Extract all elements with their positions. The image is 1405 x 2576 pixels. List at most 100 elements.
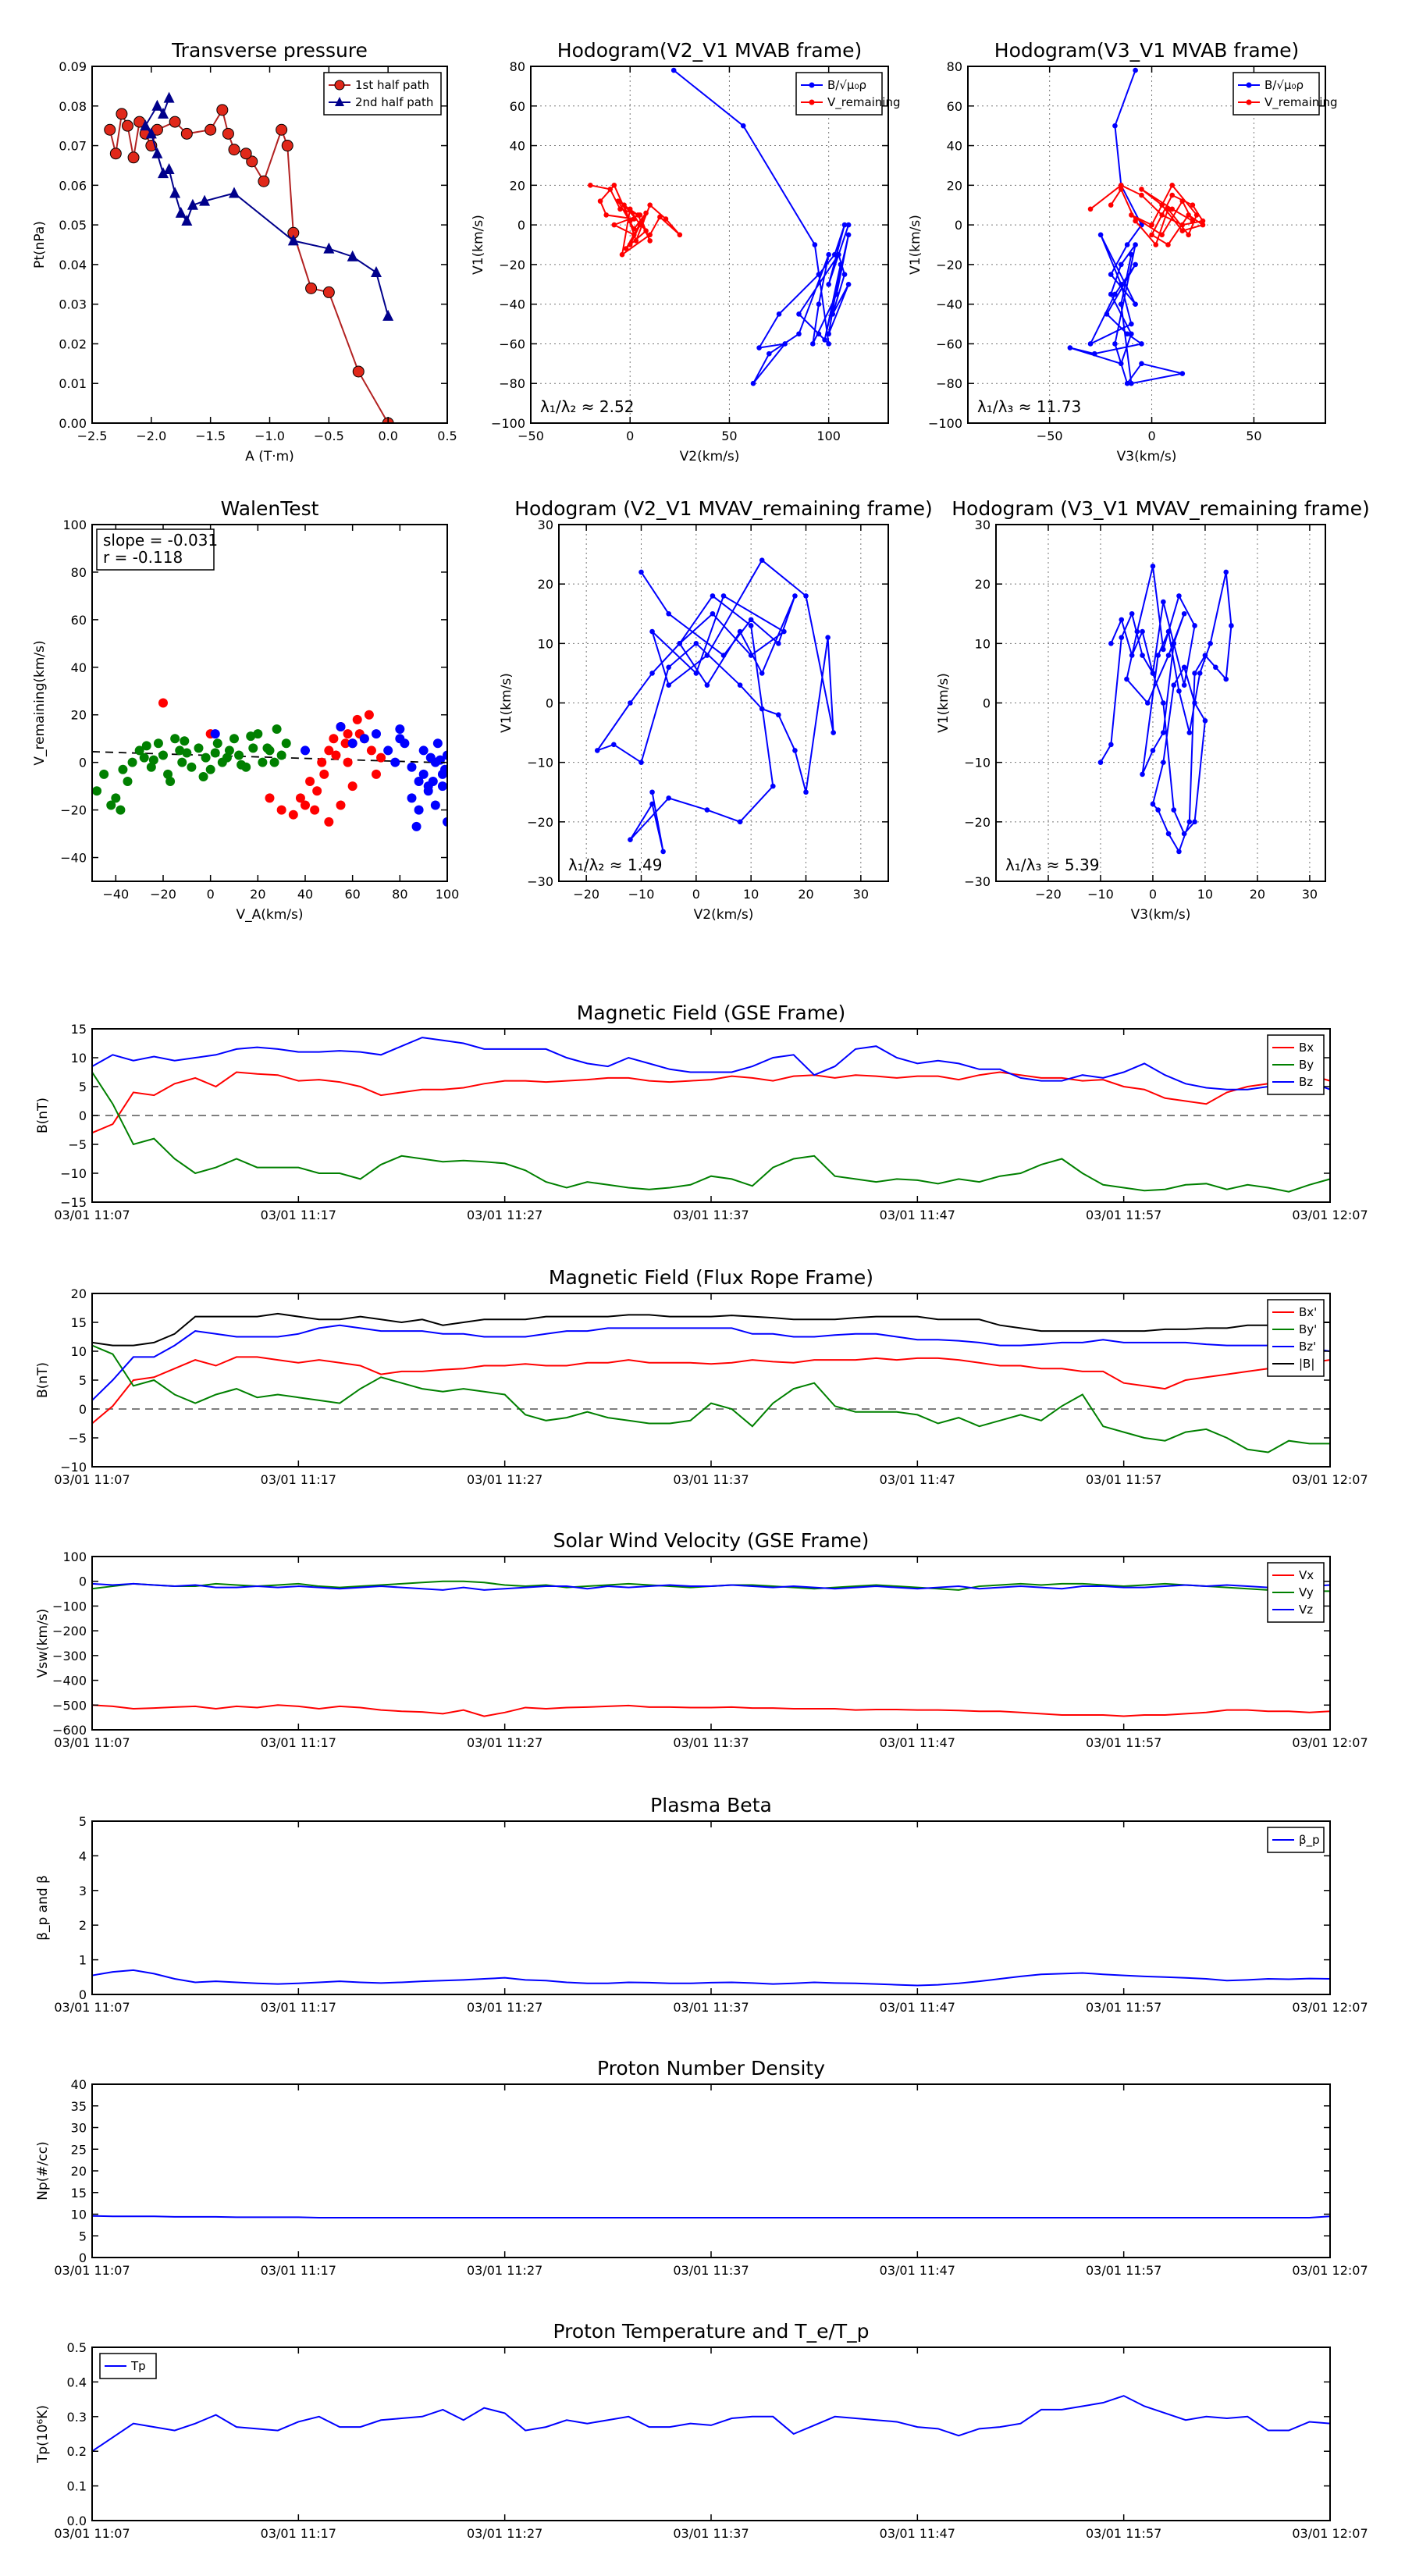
- data-point: [1133, 262, 1138, 268]
- data-point: [310, 805, 320, 815]
- legend-item: B/√μ₀ρ: [801, 78, 866, 92]
- data-point: [1165, 206, 1171, 212]
- x-tick-label: 100: [436, 887, 460, 902]
- data-point: [720, 593, 727, 599]
- chart-title: Hodogram (V2_V1 MVAV_remaining frame): [514, 497, 933, 520]
- chart-np: Proton Number Density 03/01 11:07 03/01 11…: [35, 2057, 1368, 2278]
- data-point: [366, 745, 376, 756]
- data-point: [158, 107, 169, 119]
- x-tick-label: 03/01 11:47: [880, 2000, 955, 2015]
- data-point: [1139, 361, 1144, 367]
- data-point: [246, 731, 256, 742]
- data-point: [597, 198, 603, 204]
- chart-h3: Hodogram (V2_V1 MVAV_remaining frame) −20…: [499, 497, 933, 923]
- data-point: [635, 212, 641, 218]
- x-tick-label: −0.5: [314, 429, 344, 443]
- data-point: [359, 734, 369, 744]
- x-axis-label: A (T·m): [245, 449, 294, 464]
- data-point: [710, 610, 716, 617]
- data-point: [240, 148, 252, 160]
- x-tick-label: 03/01 11:57: [1086, 1735, 1161, 1750]
- data-point: [1129, 610, 1135, 617]
- y-tick-label: 0.1: [67, 2479, 87, 2494]
- legend-label: Vx: [1299, 1568, 1314, 1582]
- y-tick-label: −100: [52, 1599, 87, 1614]
- chart-title: Magnetic Field (GSE Frame): [577, 1002, 845, 1024]
- x-tick-label: 03/01 11:37: [673, 1735, 749, 1750]
- series-line: [590, 183, 681, 257]
- data-point: [737, 628, 743, 635]
- legend-item: By': [1272, 1322, 1317, 1336]
- data-point: [123, 777, 133, 787]
- data-point: [770, 783, 776, 789]
- y-axis-label: V1(km/s): [908, 215, 923, 275]
- data-point: [180, 127, 193, 140]
- plot-area: [92, 1312, 1330, 1453]
- data-point: [295, 793, 305, 803]
- y-tick-label: 25: [71, 2142, 87, 2157]
- chart-fr: Magnetic Field (Flux Rope Frame) 03/01 11…: [35, 1266, 1368, 1487]
- data-point: [269, 757, 279, 767]
- legend-frame: [323, 72, 442, 116]
- x-tick-label: −50: [1037, 429, 1063, 443]
- data-point: [430, 800, 440, 810]
- data-point: [1133, 301, 1138, 307]
- data-point: [175, 206, 187, 218]
- data-point: [759, 706, 765, 712]
- data-point: [1149, 232, 1154, 238]
- data-point: [1067, 345, 1073, 350]
- data-point: [234, 750, 244, 760]
- data-point: [411, 821, 422, 831]
- data-point: [1140, 653, 1145, 658]
- data-point: [104, 123, 116, 136]
- legend-label: By': [1299, 1322, 1317, 1336]
- y-tick-label: 5: [79, 1373, 87, 1388]
- data-point: [336, 721, 346, 731]
- data-point: [816, 301, 822, 307]
- data-point: [611, 222, 617, 228]
- y-tick-label: 10: [71, 1051, 87, 1066]
- y-tick-label: −60: [936, 336, 962, 351]
- plot-area: [92, 2215, 1330, 2218]
- data-point: [276, 750, 286, 760]
- data-point: [248, 743, 258, 753]
- eigenvalue-ratio-annotation: λ₁/λ₂ ≈ 1.49: [568, 856, 662, 874]
- legend-item: Tp: [105, 2359, 146, 2373]
- data-point: [258, 175, 270, 187]
- data-point: [414, 777, 424, 787]
- stats-text: slope = -0.031: [103, 531, 218, 550]
- data-point: [265, 793, 275, 803]
- x-tick-label: 03/01 12:07: [1292, 1208, 1368, 1222]
- data-point: [182, 748, 192, 758]
- stats-box-frame: [96, 528, 215, 571]
- data-point: [151, 99, 163, 111]
- data-point: [1165, 242, 1171, 247]
- legend: B/√μ₀ρ V_remaining: [1232, 72, 1338, 116]
- y-tick-label: 10: [71, 2208, 87, 2222]
- data-point: [99, 769, 109, 779]
- data-point: [127, 151, 140, 164]
- data-point: [109, 148, 122, 160]
- y-tick-label: 0: [518, 218, 525, 233]
- chart-walen: WalenTest −40 −20 0 20 40 60 80 100 −40 −20 0 20 40 60…: [32, 497, 459, 923]
- data-point: [756, 345, 762, 350]
- x-tick-label: −2.5: [77, 429, 108, 443]
- x-tick-label: 03/01 11:57: [1086, 2263, 1161, 2278]
- data-point: [1161, 760, 1166, 765]
- data-point: [767, 350, 772, 357]
- x-tick-label: 03/01 11:57: [1086, 2526, 1161, 2541]
- data-point: [1213, 664, 1218, 671]
- y-tick-label: −20: [964, 815, 991, 830]
- plot-area: [92, 1580, 1330, 1717]
- data-point: [425, 753, 436, 763]
- data-point: [776, 641, 781, 646]
- y-tick-label: 30: [538, 518, 553, 532]
- legend-item: Bz: [1272, 1075, 1313, 1089]
- chart-title: Transverse pressure: [171, 39, 368, 62]
- data-point: [1159, 212, 1165, 218]
- y-tick-label: 5: [79, 2229, 87, 2243]
- legend-item: Vx: [1272, 1568, 1314, 1582]
- data-point: [1140, 771, 1145, 777]
- data-point: [1139, 187, 1144, 192]
